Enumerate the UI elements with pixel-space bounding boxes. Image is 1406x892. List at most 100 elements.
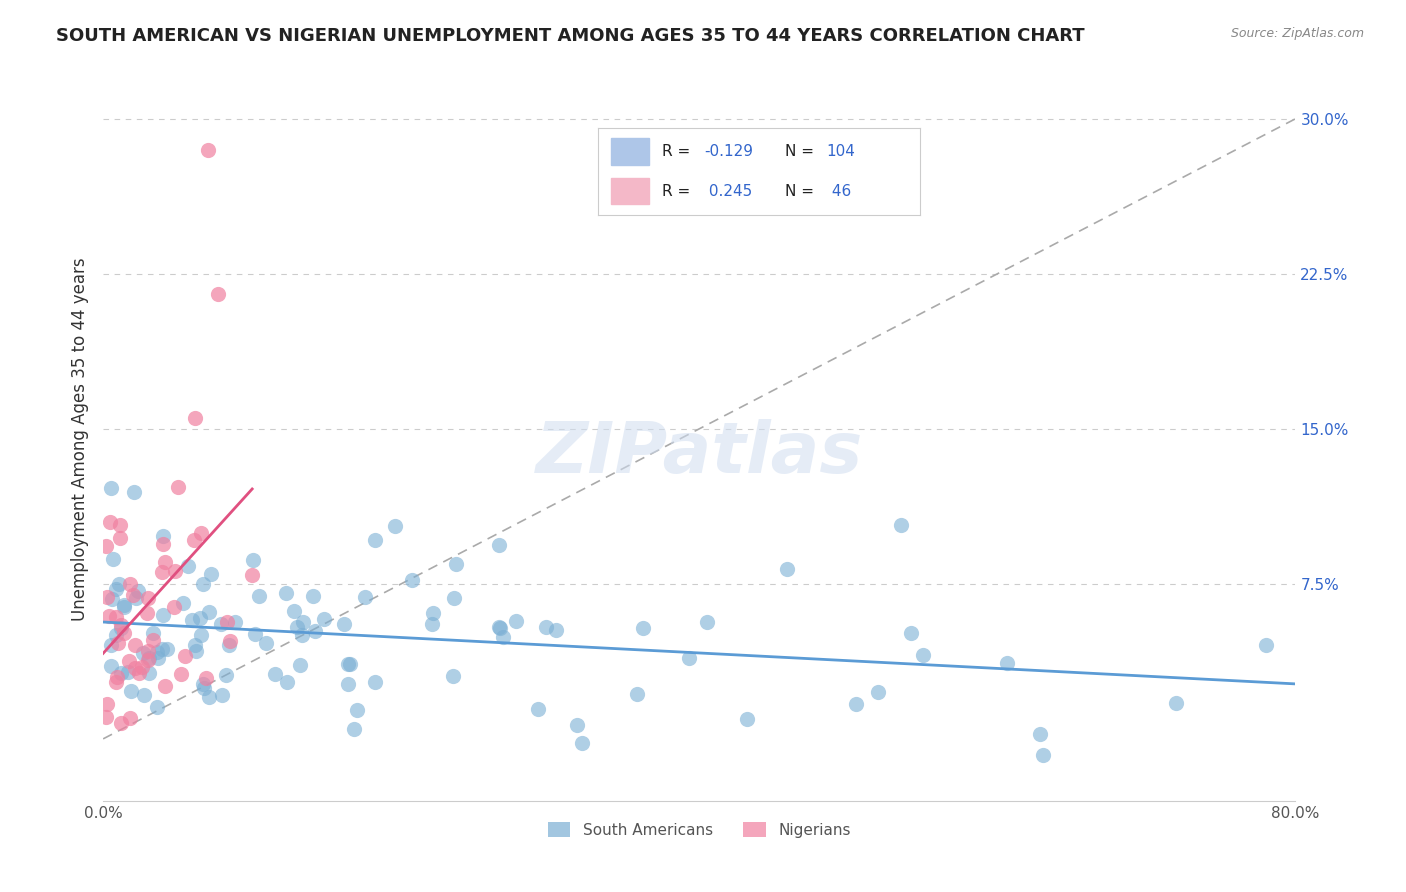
Point: [180, 613, 202, 627]
Point: [120, 684, 142, 698]
Point: [107, 635, 129, 649]
Point: [108, 531, 131, 545]
Point: [291, 615, 314, 630]
Point: [101, 552, 124, 566]
Point: [174, 649, 197, 664]
Point: [243, 627, 266, 641]
Point: [364, 533, 387, 548]
Point: [218, 638, 240, 652]
Point: [276, 675, 298, 690]
Point: [215, 615, 238, 630]
Point: [112, 625, 135, 640]
Point: [488, 538, 510, 552]
Point: [153, 555, 176, 569]
Point: [183, 533, 205, 548]
Point: [108, 577, 131, 591]
Point: [105, 610, 128, 624]
Point: [127, 584, 149, 599]
Point: [443, 591, 465, 605]
Point: [776, 561, 799, 575]
Point: [845, 697, 868, 711]
Point: [100, 592, 122, 607]
Point: [177, 559, 200, 574]
Point: [110, 618, 132, 632]
Point: [242, 553, 264, 567]
Point: [104, 628, 127, 642]
Point: [128, 666, 150, 681]
Point: [314, 612, 336, 626]
Point: [100, 658, 122, 673]
Point: [170, 666, 193, 681]
Point: [163, 599, 186, 614]
Point: [146, 651, 169, 665]
Point: [105, 674, 128, 689]
Point: [122, 485, 145, 500]
Point: [900, 625, 922, 640]
Point: [156, 642, 179, 657]
Point: [94, 540, 117, 554]
Point: [571, 736, 593, 750]
Point: [136, 653, 159, 667]
Point: [118, 711, 141, 725]
Y-axis label: Unemployment Among Ages 35 to 44 years: Unemployment Among Ages 35 to 44 years: [72, 258, 89, 621]
Point: [150, 565, 173, 579]
Point: [626, 687, 648, 701]
Point: [505, 614, 527, 628]
Point: [184, 643, 207, 657]
Text: ZIPatlas: ZIPatlas: [536, 419, 863, 488]
Point: [283, 604, 305, 618]
Point: [153, 679, 176, 693]
Point: [1032, 747, 1054, 762]
Point: [911, 648, 934, 663]
Point: [346, 703, 368, 717]
Point: [118, 654, 141, 668]
Point: [735, 712, 758, 726]
Point: [207, 287, 229, 301]
Point: [536, 619, 558, 633]
Point: [152, 536, 174, 550]
Point: [124, 661, 146, 675]
Point: [290, 628, 312, 642]
Point: [100, 638, 122, 652]
Point: [890, 517, 912, 532]
Point: [122, 588, 145, 602]
Point: [112, 598, 135, 612]
Point: [446, 557, 468, 571]
Point: [420, 617, 443, 632]
Point: [256, 636, 278, 650]
Point: [152, 607, 174, 622]
Point: [197, 605, 219, 619]
Point: [422, 606, 444, 620]
Point: [197, 143, 219, 157]
Point: [131, 659, 153, 673]
Point: [97, 608, 120, 623]
Point: [194, 671, 217, 685]
Point: [138, 650, 160, 665]
Point: [172, 596, 194, 610]
Point: [110, 716, 132, 731]
Point: [150, 641, 173, 656]
Point: [152, 529, 174, 543]
Point: [247, 589, 270, 603]
Point: [224, 615, 246, 630]
Point: [492, 631, 515, 645]
Point: [193, 677, 215, 691]
Point: [363, 674, 385, 689]
Point: [100, 481, 122, 495]
Point: [218, 634, 240, 648]
Point: [146, 645, 169, 659]
Point: [263, 666, 285, 681]
Text: SOUTH AMERICAN VS NIGERIAN UNEMPLOYMENT AMONG AGES 35 TO 44 YEARS CORRELATION CH: SOUTH AMERICAN VS NIGERIAN UNEMPLOYMENT …: [56, 27, 1085, 45]
Point: [124, 638, 146, 652]
Point: [214, 668, 236, 682]
Point: [136, 591, 159, 606]
Point: [117, 665, 139, 679]
Point: [136, 643, 159, 657]
Point: [163, 564, 186, 578]
Point: [193, 681, 215, 696]
Point: [136, 606, 159, 620]
Point: [96, 697, 118, 711]
Point: [302, 589, 325, 603]
Point: [995, 657, 1018, 671]
Point: [98, 515, 121, 529]
